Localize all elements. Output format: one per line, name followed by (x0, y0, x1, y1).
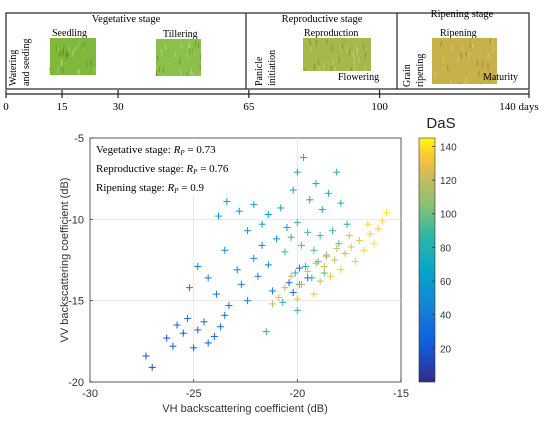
seedling-photo (50, 38, 96, 75)
colorbar: DaS 20 40 60 80 100 120 140 (419, 115, 457, 382)
colorbar-tick-label: 100 (440, 210, 457, 221)
reproduction-photo (303, 38, 371, 71)
photo-texture-stroke (477, 60, 478, 66)
colorbar-gradient (419, 138, 435, 382)
event-watering-line2: and seeding (21, 39, 32, 87)
event-tillering: Tillering (163, 29, 198, 40)
y-tick-label: -5 (74, 133, 84, 145)
y-tick-label: -20 (68, 377, 84, 389)
day-tick-label: 65 (243, 101, 255, 113)
day-tick-label: 100 (371, 101, 388, 113)
tillering-photo (156, 39, 201, 76)
event-watering-line1: Watering (8, 50, 19, 86)
event-panicle-line1: Panicle (254, 56, 265, 86)
colorbar-tick-label: 60 (440, 277, 452, 288)
timeline-panel: Vegetative stage Reproductive stage Ripe… (6, 9, 529, 89)
colorbar-tick-label: 40 (440, 311, 452, 322)
event-seedling: Seedling (52, 28, 87, 39)
scatter-plot: -30-25-20-15-20-15-10-5 Vegetative stage… (59, 133, 409, 415)
y-axis-label: VV backscattering coefficient (dB) (59, 178, 71, 343)
event-grain-line2: ripening (415, 54, 426, 87)
event-maturity: Maturity (483, 72, 518, 83)
stage-label-ripening: Ripening stage (431, 9, 494, 20)
colorbar-tick-label: 140 (440, 142, 457, 153)
annotation-vegetative: Vegetative stage: RP = 0.73 (96, 144, 216, 157)
day-tick-label: 140 days (499, 101, 538, 113)
x-tick-label: -15 (393, 388, 409, 400)
colorbar-tick-label: 80 (440, 243, 452, 254)
x-tick-label: -30 (82, 388, 98, 400)
colorbar-ticks: 20 40 60 80 100 120 140 (432, 142, 457, 355)
day-axis: 0 15 30 65 100 140 days (3, 90, 538, 113)
event-ripening: Ripening (440, 28, 477, 39)
colorbar-tick-label: 120 (440, 176, 457, 187)
day-tick-label: 15 (57, 101, 69, 113)
x-tick-label: -20 (289, 388, 305, 400)
photo-texture-stroke (355, 64, 356, 70)
event-grain-line1: Grain (402, 64, 413, 87)
colorbar-label: DaS (426, 115, 455, 132)
stage-label-vegetative: Vegetative stage (92, 14, 161, 25)
photo-texture-stroke (50, 67, 51, 73)
x-axis-label: VH backscattering coefficient (dB) (162, 403, 327, 415)
stage-label-reproductive: Reproductive stage (282, 14, 363, 25)
event-reproduction: Reproduction (304, 28, 358, 39)
annotation-reproductive: Reproductive stage: RP = 0.76 (96, 163, 229, 176)
photo-texture-stroke (466, 51, 467, 57)
x-tick-label: -25 (186, 388, 202, 400)
annotation-ripening: Ripening stage: RP = 0.9 (96, 182, 204, 195)
day-tick-label: 30 (113, 101, 125, 113)
event-panicle-line2: initiation (267, 50, 278, 86)
colorbar-tick-label: 20 (440, 344, 452, 355)
event-flowering: Flowering (338, 72, 379, 83)
day-tick-label: 0 (3, 101, 9, 113)
